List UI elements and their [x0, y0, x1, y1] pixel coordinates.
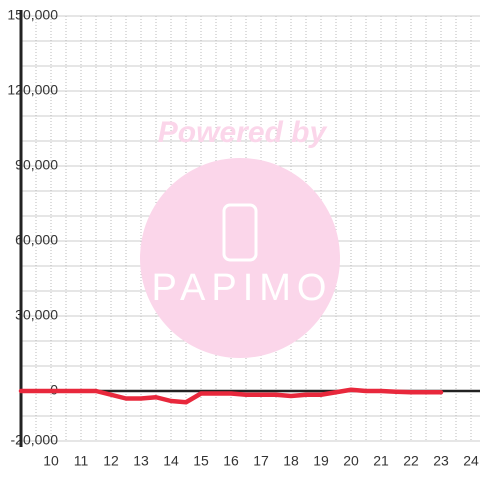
- data-line: [18, 387, 444, 405]
- x-tick-label: 23: [433, 453, 449, 469]
- x-tick-label: 20: [343, 453, 359, 469]
- x-tick-label: 18: [283, 453, 299, 469]
- watermark-phone: [222, 203, 258, 262]
- x-tick-label: 14: [163, 453, 179, 469]
- x-tick-label: 22: [403, 453, 419, 469]
- x-tick-label: 13: [133, 453, 149, 469]
- watermark-logo: PAPIMO: [152, 267, 333, 309]
- watermark-circle: [140, 158, 340, 358]
- y-tick-label: 120,000: [7, 82, 58, 98]
- x-tick-label: 17: [253, 453, 269, 469]
- watermark-text: Powered by: [158, 116, 328, 149]
- x-tick-label: 10: [43, 453, 59, 469]
- x-tick-label: 15: [193, 453, 209, 469]
- x-tick-label: 21: [373, 453, 389, 469]
- y-tick-label: -20,000: [11, 432, 59, 448]
- y-tick-label: 150,000: [7, 7, 58, 23]
- x-tick-label: 12: [103, 453, 119, 469]
- x-tick-label: 24: [463, 453, 479, 469]
- watermark: Powered by PAPIMO: [140, 116, 340, 358]
- x-tick-label: 11: [74, 453, 89, 469]
- y-tick-label: 90,000: [15, 157, 58, 173]
- x-tick-label: 16: [223, 453, 239, 469]
- y-tick-label: 60,000: [15, 232, 58, 248]
- x-tick-label: 19: [313, 453, 329, 469]
- y-tick-label: 30,000: [15, 307, 58, 323]
